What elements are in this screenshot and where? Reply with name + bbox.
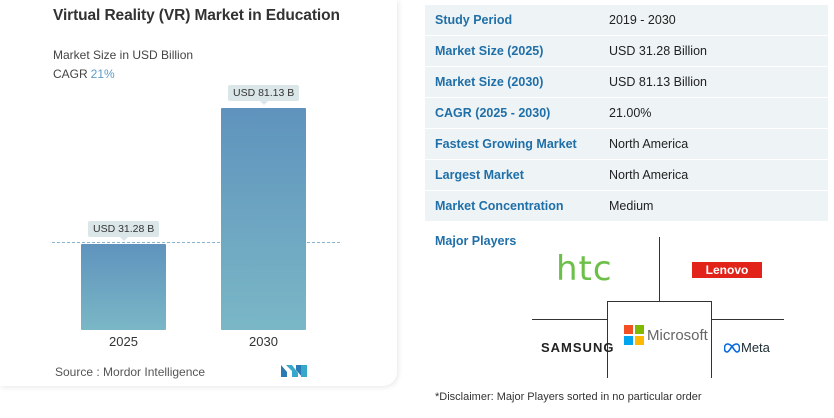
row-key: Largest Market bbox=[435, 168, 524, 182]
microsoft-icon bbox=[624, 325, 644, 345]
bar-data-label: USD 31.28 B bbox=[88, 221, 160, 242]
meta-infinity-icon bbox=[724, 342, 740, 353]
table-row: Market Concentration Medium bbox=[425, 191, 828, 222]
row-key: Study Period bbox=[435, 13, 513, 27]
table-row: Market Size (2025) USD 31.28 Billion bbox=[425, 36, 828, 67]
chart-cagr: CAGR 21% bbox=[53, 67, 115, 81]
table-row: Largest Market North America bbox=[425, 160, 828, 191]
bar-data-label: USD 81.13 B bbox=[228, 85, 300, 105]
logo-divider bbox=[532, 319, 607, 320]
major-players-label: Major Players bbox=[435, 234, 517, 248]
chart-subtitle: Market Size in USD Billion bbox=[53, 48, 194, 62]
cagr-label: CAGR bbox=[53, 67, 88, 81]
x-tick-label: 2030 bbox=[249, 334, 278, 349]
bar-2025 bbox=[81, 244, 166, 330]
row-value: Medium bbox=[609, 199, 654, 213]
samsung-logo: SAMSUNG bbox=[541, 340, 615, 355]
microsoft-logo: Microsoft bbox=[624, 325, 708, 345]
meta-wordmark: Meta bbox=[741, 340, 770, 355]
table-row: Fastest Growing Market North America bbox=[425, 129, 828, 160]
row-key: Fastest Growing Market bbox=[435, 137, 577, 151]
source-text: Source : Mordor Intelligence bbox=[55, 365, 206, 379]
mordor-logo-icon bbox=[281, 365, 307, 377]
cagr-value: 21% bbox=[90, 67, 115, 81]
logo-divider bbox=[712, 319, 784, 320]
table-row: CAGR (2025 - 2030) 21.00% bbox=[425, 98, 828, 129]
row-key: CAGR (2025 - 2030) bbox=[435, 106, 551, 120]
row-value: North America bbox=[609, 137, 689, 151]
row-value: 2019 - 2030 bbox=[609, 13, 676, 27]
lenovo-logo: Lenovo bbox=[692, 262, 762, 278]
meta-logo: Meta bbox=[724, 340, 770, 355]
row-value: USD 81.13 Billion bbox=[609, 75, 707, 89]
row-value: 21.00% bbox=[609, 106, 652, 120]
reference-line bbox=[52, 242, 340, 243]
disclaimer-text: *Disclaimer: Major Players sorted in no … bbox=[435, 391, 702, 403]
table-row: Market Size (2030) USD 81.13 Billion bbox=[425, 67, 828, 98]
row-key: Market Size (2025) bbox=[435, 44, 544, 58]
row-value: USD 31.28 Billion bbox=[609, 44, 707, 58]
microsoft-wordmark: Microsoft bbox=[647, 326, 708, 344]
htc-logo: htc bbox=[556, 249, 613, 289]
logo-divider bbox=[659, 237, 660, 301]
chart-title: Virtual Reality (VR) Market in Education bbox=[53, 7, 340, 24]
market-summary-table: Study Period 2019 - 2030 Market Size (20… bbox=[425, 5, 828, 222]
bar-2030 bbox=[221, 108, 306, 330]
row-key: Market Concentration bbox=[435, 199, 564, 213]
chart-card: Virtual Reality (VR) Market in Education… bbox=[0, 0, 397, 386]
x-tick-label: 2025 bbox=[109, 334, 138, 349]
row-key: Market Size (2030) bbox=[435, 75, 544, 89]
table-row: Study Period 2019 - 2030 bbox=[425, 5, 828, 36]
row-value: North America bbox=[609, 168, 689, 182]
